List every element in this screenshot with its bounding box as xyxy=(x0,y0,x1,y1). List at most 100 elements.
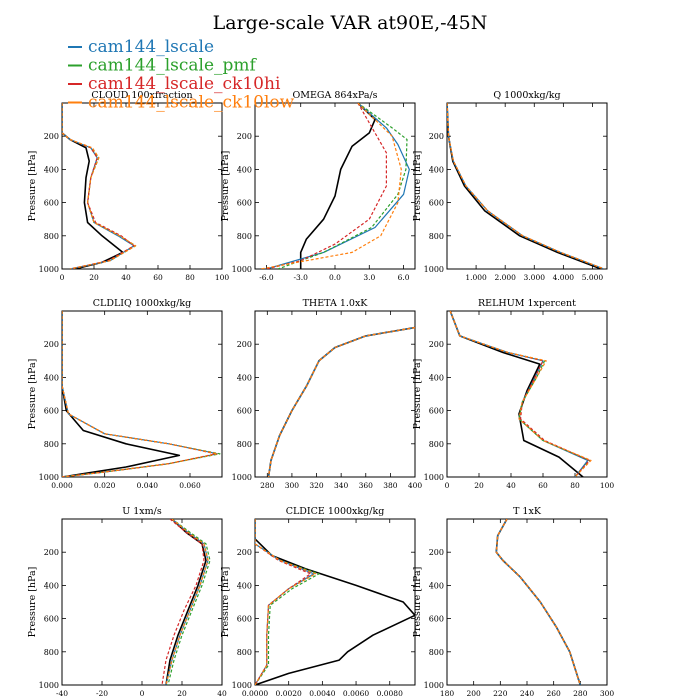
x-tick-label: 3.0 xyxy=(363,273,375,282)
x-tick-label: -20 xyxy=(96,689,108,698)
series-line-reference xyxy=(62,311,181,477)
x-tick-label: 220 xyxy=(493,689,508,698)
panel-frame xyxy=(446,310,608,478)
series-line-0 xyxy=(447,103,605,269)
x-tick-label: 80 xyxy=(570,481,580,490)
x-tick-label: 0.020 xyxy=(94,481,116,490)
y-tick-label: 1000 xyxy=(424,681,444,690)
y-tick-label: 200 xyxy=(237,132,252,141)
y-tick-label: 200 xyxy=(429,340,444,349)
y-tick-label: 1000 xyxy=(232,473,252,482)
y-tick-label: 600 xyxy=(237,615,252,624)
y-tick-label: 200 xyxy=(429,548,444,557)
x-tick-label: 20 xyxy=(89,273,99,282)
y-axis-label: Pressure [hPa] xyxy=(27,359,38,430)
series-line-2 xyxy=(62,103,135,269)
y-tick-label: 800 xyxy=(237,232,252,241)
series-line-reference xyxy=(447,103,602,269)
x-tick-label: 1.000 xyxy=(465,273,487,282)
x-tick-label: 300 xyxy=(600,689,615,698)
series-line-0 xyxy=(62,311,219,477)
panel-frame xyxy=(446,518,608,686)
series-line-0 xyxy=(267,327,415,477)
panels-group: CLOUD 100xfraction 200 400 600 800 1000 0 20 40 6… xyxy=(27,90,614,698)
x-tick-label: -40 xyxy=(56,689,68,698)
y-tick-label: 200 xyxy=(44,132,59,141)
series-line-3 xyxy=(495,519,581,685)
panel-frame xyxy=(61,518,223,686)
panel-3: Q 1000xkg/kg 200 400 600 800 1000 1.000 2.000 3.… xyxy=(412,90,608,282)
series-line-2 xyxy=(255,519,312,685)
series-line-3 xyxy=(62,311,219,477)
series-line-1 xyxy=(447,103,605,269)
series-line-1 xyxy=(277,103,408,269)
x-tick-label: 0 xyxy=(140,689,145,698)
legend-label: cam144_lscale xyxy=(88,37,214,57)
x-tick-label: 0.0 xyxy=(329,273,341,282)
series-line-0 xyxy=(266,103,410,269)
y-tick-label: 1000 xyxy=(39,681,59,690)
panel-frame xyxy=(61,310,223,478)
y-tick-label: 600 xyxy=(44,199,59,208)
panel-title: CLDICE 1000xkg/kg xyxy=(286,506,385,517)
y-axis-label: Pressure [hPa] xyxy=(220,567,231,638)
y-tick-label: 800 xyxy=(44,232,59,241)
x-tick-label: 0.000 xyxy=(51,481,73,490)
series-line-2 xyxy=(62,311,217,477)
x-tick-label: 340 xyxy=(334,481,349,490)
y-tick-label: 400 xyxy=(429,373,444,382)
x-tick-label: 20 xyxy=(177,689,187,698)
series-line-0 xyxy=(449,311,589,477)
x-tick-label: 0.0080 xyxy=(377,689,403,698)
x-tick-label: 6.0 xyxy=(398,273,410,282)
series-line-0 xyxy=(495,519,581,685)
y-tick-label: 600 xyxy=(237,199,252,208)
series-line-1 xyxy=(495,519,581,685)
panel-title: CLOUD 100xfraction xyxy=(91,90,192,101)
x-tick-label: 300 xyxy=(285,481,300,490)
x-tick-label: 320 xyxy=(309,481,324,490)
series-line-3 xyxy=(260,103,402,269)
panel-title: U 1xm/s xyxy=(122,506,162,517)
y-tick-label: 1000 xyxy=(232,265,252,274)
x-tick-label: -3.0 xyxy=(293,273,308,282)
x-tick-label: 5.000 xyxy=(582,273,604,282)
series-line-0 xyxy=(255,519,315,685)
legend-label: cam144_lscale_ck10low xyxy=(88,93,295,113)
y-tick-label: 1000 xyxy=(424,473,444,482)
series-line-reference xyxy=(267,326,415,477)
y-axis-label: Pressure [hPa] xyxy=(27,567,38,638)
legend-label: cam144_lscale_ck10hi xyxy=(88,74,281,94)
x-tick-label: 280 xyxy=(260,481,275,490)
series-line-2 xyxy=(447,103,605,269)
y-tick-label: 800 xyxy=(237,648,252,657)
panel-2: OMEGA 864xPa/s 200 400 600 800 1000 -6.0 -3.0 0.… xyxy=(220,90,416,282)
x-tick-label: 100 xyxy=(600,481,615,490)
series-line-reference xyxy=(495,519,582,685)
y-tick-label: 800 xyxy=(237,440,252,449)
x-tick-label: 0.0060 xyxy=(343,689,369,698)
y-tick-label: 1000 xyxy=(424,265,444,274)
series-line-reference xyxy=(449,311,584,477)
x-tick-label: 40 xyxy=(121,273,131,282)
series-line-1 xyxy=(167,519,211,685)
series-line-2 xyxy=(267,327,415,477)
y-tick-label: 200 xyxy=(237,548,252,557)
panel-frame xyxy=(254,310,416,478)
panel-title: THETA 1.0xK xyxy=(303,298,369,309)
panel-title: CLDLIQ 1000xkg/kg xyxy=(93,298,191,309)
y-tick-label: 800 xyxy=(429,232,444,241)
panel-7: U 1xm/s 200 400 600 800 1000-40 -20 0 20 40 Pressu… xyxy=(27,506,227,698)
panel-title: T 1xK xyxy=(513,506,542,517)
y-tick-label: 400 xyxy=(44,373,59,382)
y-tick-label: 200 xyxy=(44,340,59,349)
y-tick-label: 800 xyxy=(44,440,59,449)
x-tick-label: 400 xyxy=(408,481,423,490)
series-line-0 xyxy=(62,103,135,269)
y-tick-label: 400 xyxy=(44,581,59,590)
x-tick-label: 360 xyxy=(359,481,374,490)
